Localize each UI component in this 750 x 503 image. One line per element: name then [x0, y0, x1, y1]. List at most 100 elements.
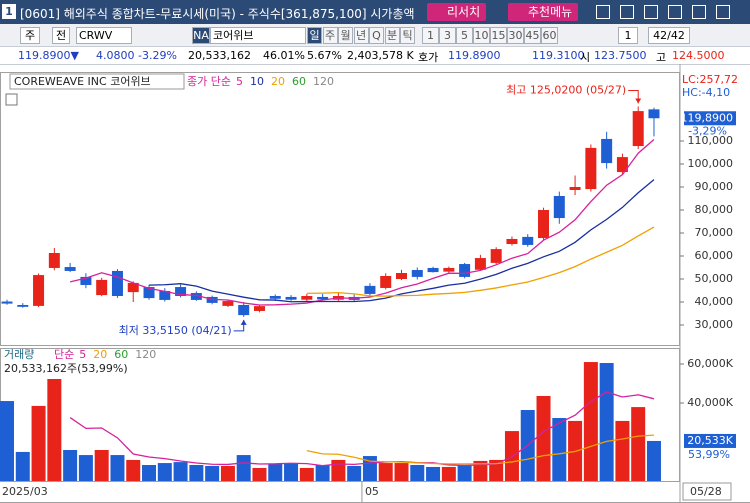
candle-body — [127, 282, 139, 293]
window-icon[interactable] — [668, 5, 682, 19]
volume-bar — [552, 418, 567, 481]
last-volume-ratio: 53,99% — [688, 448, 730, 461]
candle-body — [301, 296, 313, 300]
window-icon[interactable] — [620, 5, 634, 19]
volume-bar — [631, 407, 646, 481]
x-tick-label: 2025/03 — [2, 485, 48, 498]
candle-body — [601, 138, 613, 164]
annotation-arrowhead — [240, 319, 247, 325]
ma-legend-item: 5 — [236, 75, 243, 88]
ma-legend-item: 20 — [271, 75, 285, 88]
volume-bar — [78, 455, 93, 481]
turnover: 5.67% — [307, 49, 342, 62]
pane-icon[interactable] — [5, 93, 18, 106]
candle-body — [490, 249, 502, 263]
menu-button[interactable]: 추천메뉴 — [508, 3, 579, 21]
annotation: 최저 33,5150 (04/21) — [119, 324, 232, 337]
volume-bar — [173, 462, 188, 481]
window-icon[interactable] — [644, 5, 658, 19]
count-input[interactable]: 1 — [618, 27, 638, 44]
moving-average — [69, 391, 655, 467]
window-icon[interactable] — [596, 5, 610, 19]
period-button[interactable]: 년 — [353, 27, 369, 44]
candle-body — [427, 267, 439, 273]
volume-bar — [63, 449, 78, 481]
volume-bar — [378, 463, 393, 481]
ma-legend-item: 60 — [292, 75, 306, 88]
candle-body — [396, 273, 407, 279]
interval-button[interactable]: 3 — [439, 27, 456, 44]
corner-label: LC:257,72 — [682, 73, 738, 86]
code-input[interactable]: CRWV — [76, 27, 132, 44]
volume-bar — [457, 465, 472, 481]
y-tick-label: 40,000 — [695, 295, 734, 308]
candle-body — [648, 109, 660, 119]
market-select[interactable]: 주 — [20, 27, 40, 44]
candle-body — [443, 267, 455, 272]
volume-bar — [205, 465, 220, 481]
period-button[interactable]: 주 — [322, 27, 338, 44]
candle-body — [569, 186, 581, 190]
window-icon[interactable] — [692, 5, 706, 19]
volume-bar — [473, 460, 488, 481]
interval-button[interactable]: 60 — [541, 27, 558, 44]
volume-bar — [536, 395, 551, 481]
volume-bar — [331, 459, 346, 481]
interval-button[interactable]: 10 — [473, 27, 490, 44]
amount: 2,403,578 K — [347, 49, 414, 62]
volume-bar — [220, 465, 235, 481]
title-bar: 1 [0601] 해외주식 종합차트-무료시세(미국) - 주식수[361,87… — [0, 0, 750, 24]
volume-bar — [157, 463, 172, 481]
scope-select[interactable]: 전 — [52, 27, 70, 44]
volume-bar — [47, 379, 62, 481]
volume-bar — [268, 464, 283, 481]
ma-legend-label: 단순 — [54, 348, 74, 361]
y-tick-label: 90,000 — [695, 180, 734, 193]
chart: COREWEAVE INC 코어위브 거래량 20,533,162주(53,99… — [0, 64, 750, 503]
interval-button[interactable]: 30 — [507, 27, 524, 44]
period-button[interactable]: 틱 — [400, 27, 415, 44]
volume-bar — [236, 455, 251, 481]
ma-legend-item: 5 — [79, 348, 86, 361]
research-button[interactable]: 리서치 — [427, 3, 487, 21]
title-box — [9, 73, 185, 90]
volume-bar — [646, 440, 661, 481]
last-volume-label: 20,533K — [687, 434, 733, 447]
interval-button[interactable]: 5 — [456, 27, 473, 44]
chart-title: COREWEAVE INC 코어위브 — [14, 75, 151, 88]
candle-body — [96, 279, 108, 296]
volume-bar — [0, 401, 14, 481]
period-button[interactable]: 분 — [384, 27, 400, 44]
period-button[interactable]: Q — [369, 27, 384, 44]
moving-average — [149, 179, 655, 303]
x-cursor-box — [682, 482, 732, 501]
change: 4.0800 — [96, 49, 135, 62]
interval-button[interactable]: 15 — [490, 27, 507, 44]
interval-button[interactable]: 1 — [422, 27, 439, 44]
volume-rate: 46.01% — [263, 49, 305, 62]
volume-bar — [110, 455, 125, 481]
y-tick-label: 70,000 — [695, 226, 734, 239]
candle-body — [538, 209, 550, 239]
window-icon[interactable] — [716, 5, 730, 19]
candle-body — [380, 276, 392, 288]
volume-bar — [394, 463, 409, 481]
interval-button[interactable]: 45 — [524, 27, 541, 44]
open-label: 시 — [580, 51, 591, 64]
volume-bar — [284, 463, 299, 481]
candle-body — [459, 264, 471, 277]
high: 124.5000 — [672, 49, 725, 62]
period-button[interactable]: 일 — [307, 27, 322, 44]
candle-body — [317, 296, 329, 300]
annotation: 최고 125,0200 (05/27) — [506, 83, 626, 96]
candle-body — [632, 111, 644, 147]
quote-row: 119.8900▼ 4.0800 -3.29% 20,533,162 46.01… — [0, 47, 750, 65]
volume-bar — [252, 467, 267, 481]
candle-body — [64, 267, 76, 271]
candle-body — [616, 157, 628, 173]
period-button[interactable]: 월 — [338, 27, 353, 44]
y-tick-label: 40,000K — [687, 396, 733, 409]
ma-legend-item: 10 — [250, 75, 264, 88]
last-change-label: -3,29% — [688, 124, 727, 137]
